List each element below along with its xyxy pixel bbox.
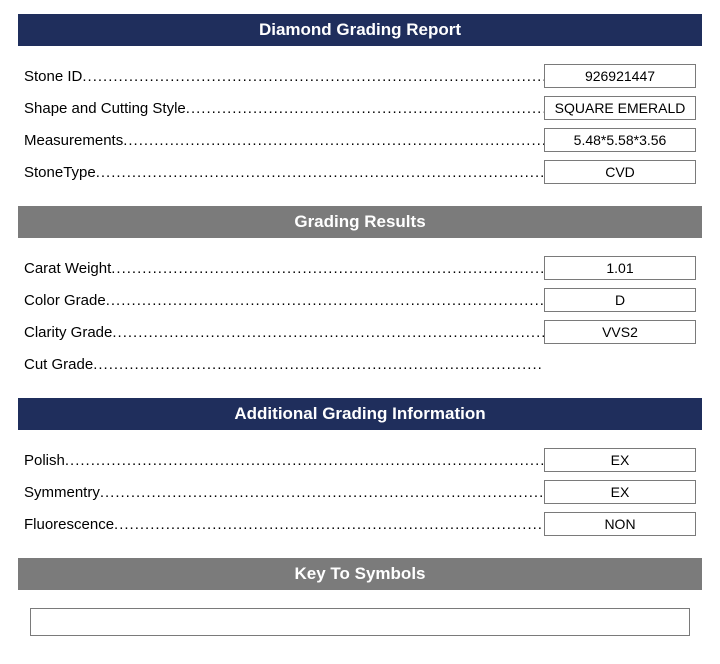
row-value: 1.01 <box>544 256 696 280</box>
data-row: StoneTypeCVD <box>24 160 696 184</box>
row-value: CVD <box>544 160 696 184</box>
row-label: Measurements <box>24 132 544 149</box>
row-label: StoneType <box>24 164 544 181</box>
row-value: VVS2 <box>544 320 696 344</box>
row-value: EX <box>544 448 696 472</box>
row-label: Carat Weight <box>24 260 544 277</box>
data-row: FluorescenceNON <box>24 512 696 536</box>
row-label: Clarity Grade <box>24 324 544 341</box>
section-body: Carat Weight1.01Color GradeDClarity Grad… <box>18 256 702 398</box>
data-row: PolishEX <box>24 448 696 472</box>
row-value: 926921447 <box>544 64 696 88</box>
data-row: Shape and Cutting StyleSQUARE EMERALD <box>24 96 696 120</box>
section-header: Diamond Grading Report <box>18 14 702 46</box>
data-row: Stone ID926921447 <box>24 64 696 88</box>
data-row: Carat Weight1.01 <box>24 256 696 280</box>
data-row: Cut Grade <box>24 352 696 376</box>
section-body <box>18 608 702 650</box>
data-row: Measurements5.48*5.58*3.56 <box>24 128 696 152</box>
section-body: Stone ID926921447Shape and Cutting Style… <box>18 64 702 206</box>
data-row: SymmentryEX <box>24 480 696 504</box>
section-body: PolishEXSymmentryEXFluorescenceNON <box>18 448 702 558</box>
row-label: Polish <box>24 452 544 469</box>
row-label: Cut Grade <box>24 356 544 373</box>
row-value: EX <box>544 480 696 504</box>
row-label: Symmentry <box>24 484 544 501</box>
diamond-grading-report: Diamond Grading ReportStone ID926921447S… <box>18 14 702 650</box>
row-value: D <box>544 288 696 312</box>
section-header: Key To Symbols <box>18 558 702 590</box>
data-row: Color GradeD <box>24 288 696 312</box>
row-value: 5.48*5.58*3.56 <box>544 128 696 152</box>
section-header: Grading Results <box>18 206 702 238</box>
row-label: Stone ID <box>24 68 544 85</box>
row-value: NON <box>544 512 696 536</box>
data-row: Clarity GradeVVS2 <box>24 320 696 344</box>
row-label: Color Grade <box>24 292 544 309</box>
row-label: Fluorescence <box>24 516 544 533</box>
symbols-box <box>30 608 690 636</box>
row-label: Shape and Cutting Style <box>24 100 544 117</box>
row-value: SQUARE EMERALD <box>544 96 696 120</box>
section-header: Additional Grading Information <box>18 398 702 430</box>
